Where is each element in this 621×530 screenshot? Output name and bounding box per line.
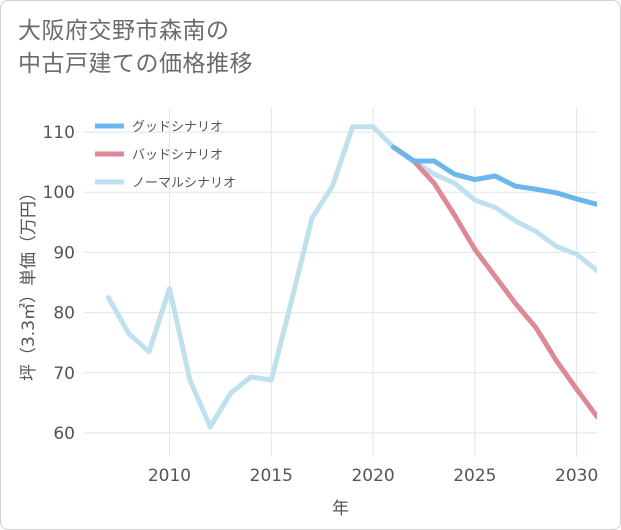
y-tick-label-90: 90 bbox=[53, 243, 75, 263]
y-tick-label-80: 80 bbox=[53, 304, 75, 324]
y-tick-label-70: 70 bbox=[53, 364, 75, 384]
series-line-0 bbox=[390, 144, 597, 207]
y-tick-label-60: 60 bbox=[53, 424, 75, 444]
x-tick-label-2015: 2015 bbox=[250, 466, 293, 486]
y-tick-label-100: 100 bbox=[43, 183, 75, 203]
legend-label-0: グッドシナリオ bbox=[132, 120, 223, 135]
chart-title-line2: 中古戸建ての価格推移 bbox=[18, 51, 253, 77]
chart-title-line1: 大阪府交野市森南の bbox=[18, 18, 230, 44]
x-tick-label-2025: 2025 bbox=[453, 466, 496, 486]
y-axis-title: 坪（3.3㎡）単価（万円） bbox=[19, 184, 39, 381]
y-tick-label-110: 110 bbox=[43, 123, 75, 143]
x-tick-label-2030: 2030 bbox=[555, 466, 598, 486]
x-axis-ticks: 2010 2015 2020 2025 2030 bbox=[148, 466, 598, 486]
series-line-2 bbox=[105, 124, 597, 430]
legend-label-1: バッドシナリオ bbox=[132, 148, 223, 163]
x-axis-title: 年 bbox=[332, 499, 349, 519]
legend-label-2: ノーマルシナリオ bbox=[132, 176, 236, 191]
series-line-1 bbox=[390, 144, 597, 420]
grid bbox=[84, 108, 597, 457]
y-axis-ticks: 60 70 80 90 100 110 bbox=[43, 123, 75, 444]
series-lines bbox=[105, 124, 597, 430]
chart-title: 大阪府交野市森南の 中古戸建ての価格推移 bbox=[18, 15, 253, 81]
x-tick-label-2020: 2020 bbox=[351, 466, 394, 486]
x-tick-label-2010: 2010 bbox=[148, 466, 191, 486]
